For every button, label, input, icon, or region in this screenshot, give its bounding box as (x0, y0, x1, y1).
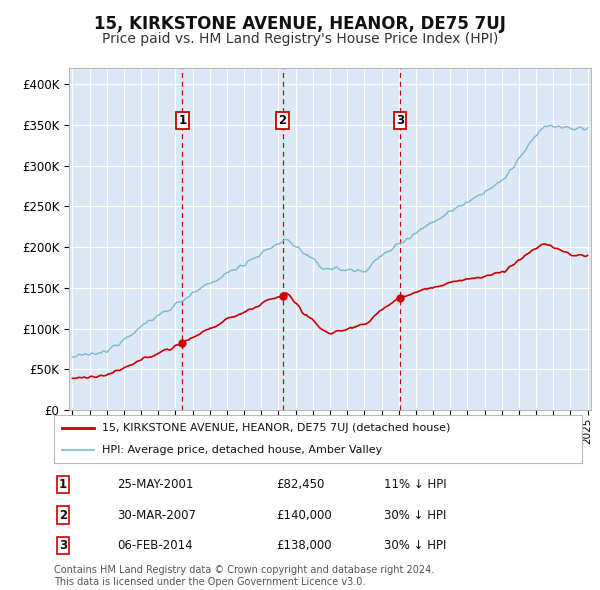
Text: 3: 3 (59, 539, 67, 552)
Text: 25-MAY-2001: 25-MAY-2001 (117, 478, 193, 491)
Text: 15, KIRKSTONE AVENUE, HEANOR, DE75 7UJ: 15, KIRKSTONE AVENUE, HEANOR, DE75 7UJ (94, 15, 506, 33)
Text: Contains HM Land Registry data © Crown copyright and database right 2024.
This d: Contains HM Land Registry data © Crown c… (54, 565, 434, 587)
Text: 2: 2 (59, 509, 67, 522)
Text: £140,000: £140,000 (276, 509, 332, 522)
Text: Price paid vs. HM Land Registry's House Price Index (HPI): Price paid vs. HM Land Registry's House … (102, 32, 498, 47)
Text: 30% ↓ HPI: 30% ↓ HPI (384, 509, 446, 522)
Text: HPI: Average price, detached house, Amber Valley: HPI: Average price, detached house, Ambe… (101, 445, 382, 455)
Text: 11% ↓ HPI: 11% ↓ HPI (384, 478, 446, 491)
Text: 30% ↓ HPI: 30% ↓ HPI (384, 539, 446, 552)
Text: 2: 2 (278, 114, 287, 127)
Text: 15, KIRKSTONE AVENUE, HEANOR, DE75 7UJ (detached house): 15, KIRKSTONE AVENUE, HEANOR, DE75 7UJ (… (101, 423, 450, 433)
Text: 30-MAR-2007: 30-MAR-2007 (117, 509, 196, 522)
Text: £138,000: £138,000 (276, 539, 332, 552)
Text: 1: 1 (59, 478, 67, 491)
Text: 3: 3 (396, 114, 404, 127)
Text: 1: 1 (178, 114, 187, 127)
Text: 06-FEB-2014: 06-FEB-2014 (117, 539, 193, 552)
Text: £82,450: £82,450 (276, 478, 325, 491)
